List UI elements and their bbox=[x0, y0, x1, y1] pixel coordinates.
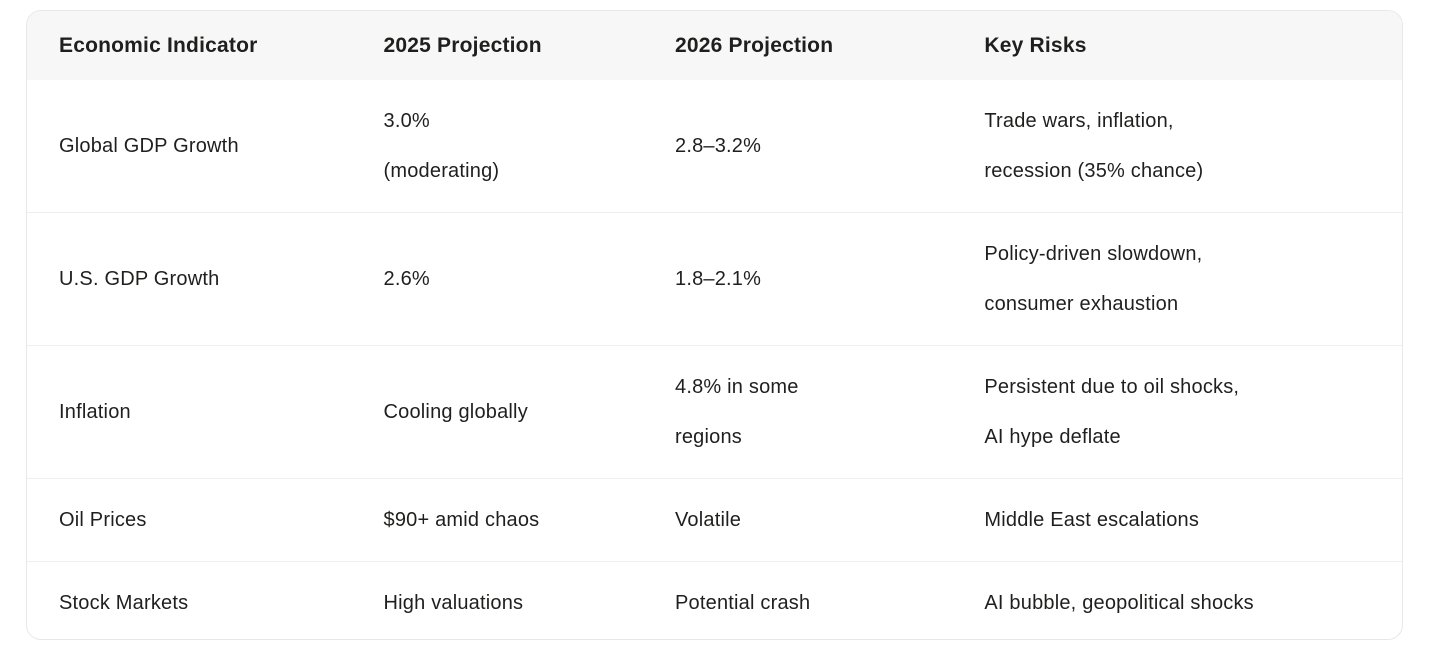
table-cell: Cooling globally bbox=[351, 345, 643, 479]
table-row-inflation: Inflation Cooling globally 4.8% in some … bbox=[27, 345, 1402, 479]
table-cell: Global GDP Growth bbox=[59, 135, 239, 157]
table-cell: Oil Prices bbox=[27, 478, 352, 562]
table-cell: Inflation bbox=[27, 345, 352, 479]
economic-indicators-table: Economic Indicator 2025 Projection 2026 … bbox=[27, 11, 1402, 639]
table-cell: Volatile bbox=[643, 478, 953, 562]
table-cell: Policy-driven slowdown, consumer exhaust… bbox=[952, 212, 1402, 346]
table-cell: Trade wars, inflation, recession (35% ch… bbox=[984, 110, 1204, 182]
table-cell: High valuations bbox=[351, 561, 643, 639]
table-cell: AI bubble, geopolitical shocks bbox=[952, 561, 1402, 639]
table-row-global-gdp-growth: Global GDP Growth 3.0% (moderating) 2.8–… bbox=[27, 80, 1402, 213]
column-header-2025-projection: 2025 Projection bbox=[351, 11, 643, 80]
table-row-us-gdp-growth: U.S. GDP Growth 2.6% 1.8–2.1% Policy-dri… bbox=[27, 212, 1402, 346]
table-cell: Middle East escalations bbox=[952, 478, 1402, 562]
table-cell: 4.8% in some regions bbox=[643, 345, 953, 479]
column-header-2026-projection: 2026 Projection bbox=[643, 11, 953, 80]
table-header: Economic Indicator 2025 Projection 2026 … bbox=[27, 11, 1402, 80]
table-cell: 3.0% (moderating) bbox=[383, 110, 500, 182]
column-header-key-risks: Key Risks bbox=[952, 11, 1402, 80]
table-cell: Stock Markets bbox=[27, 561, 352, 639]
table-body: Global GDP Growth 3.0% (moderating) 2.8–… bbox=[27, 80, 1402, 639]
table-cell: $90+ amid chaos bbox=[351, 478, 643, 562]
table-cell: Potential crash bbox=[643, 561, 953, 639]
table-cell: U.S. GDP Growth bbox=[27, 212, 352, 346]
column-header-economic-indicator: Economic Indicator bbox=[27, 11, 352, 80]
table-cell: 1.8–2.1% bbox=[643, 212, 953, 346]
table-cell: Persistent due to oil shocks, AI hype de… bbox=[952, 345, 1402, 479]
table-cell: 2.6% bbox=[351, 212, 643, 346]
economic-indicators-card: Economic Indicator 2025 Projection 2026 … bbox=[26, 10, 1403, 640]
table-row-stock-markets: Stock Markets High valuations Potential … bbox=[27, 561, 1402, 639]
header-row: Economic Indicator 2025 Projection 2026 … bbox=[27, 11, 1402, 80]
table-cell: 2.8–3.2% bbox=[675, 135, 762, 157]
table-row-oil-prices: Oil Prices $90+ amid chaos Volatile Midd… bbox=[27, 478, 1402, 562]
